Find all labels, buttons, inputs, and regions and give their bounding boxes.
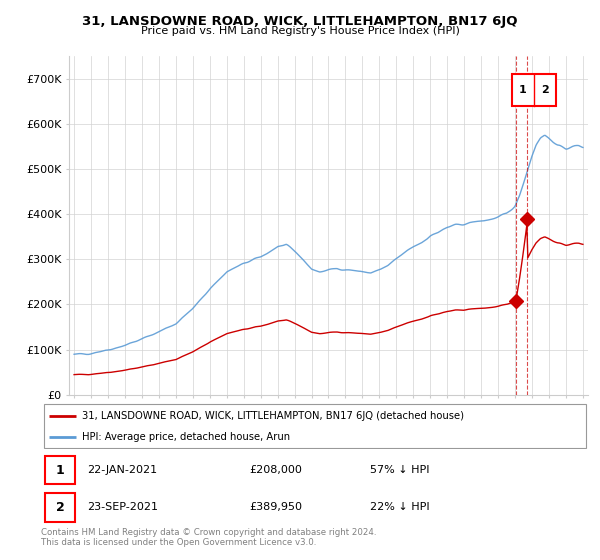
- FancyBboxPatch shape: [45, 493, 76, 522]
- Text: 22% ↓ HPI: 22% ↓ HPI: [370, 502, 430, 512]
- Text: Contains HM Land Registry data © Crown copyright and database right 2024.
This d: Contains HM Land Registry data © Crown c…: [41, 528, 376, 547]
- Text: Price paid vs. HM Land Registry's House Price Index (HPI): Price paid vs. HM Land Registry's House …: [140, 26, 460, 36]
- FancyBboxPatch shape: [44, 404, 586, 448]
- Text: £208,000: £208,000: [250, 465, 302, 475]
- Text: 57% ↓ HPI: 57% ↓ HPI: [370, 465, 430, 475]
- Text: 1: 1: [56, 464, 65, 477]
- Text: 22-JAN-2021: 22-JAN-2021: [88, 465, 158, 475]
- Text: 31, LANSDOWNE ROAD, WICK, LITTLEHAMPTON, BN17 6JQ (detached house): 31, LANSDOWNE ROAD, WICK, LITTLEHAMPTON,…: [82, 411, 464, 421]
- Text: 2: 2: [541, 85, 549, 95]
- Text: 31, LANSDOWNE ROAD, WICK, LITTLEHAMPTON, BN17 6JQ: 31, LANSDOWNE ROAD, WICK, LITTLEHAMPTON,…: [82, 15, 518, 28]
- FancyBboxPatch shape: [45, 456, 76, 484]
- Text: HPI: Average price, detached house, Arun: HPI: Average price, detached house, Arun: [82, 432, 290, 442]
- Text: 23-SEP-2021: 23-SEP-2021: [88, 502, 158, 512]
- Text: 1: 1: [519, 85, 527, 95]
- Text: 2: 2: [56, 501, 65, 514]
- Text: £389,950: £389,950: [250, 502, 302, 512]
